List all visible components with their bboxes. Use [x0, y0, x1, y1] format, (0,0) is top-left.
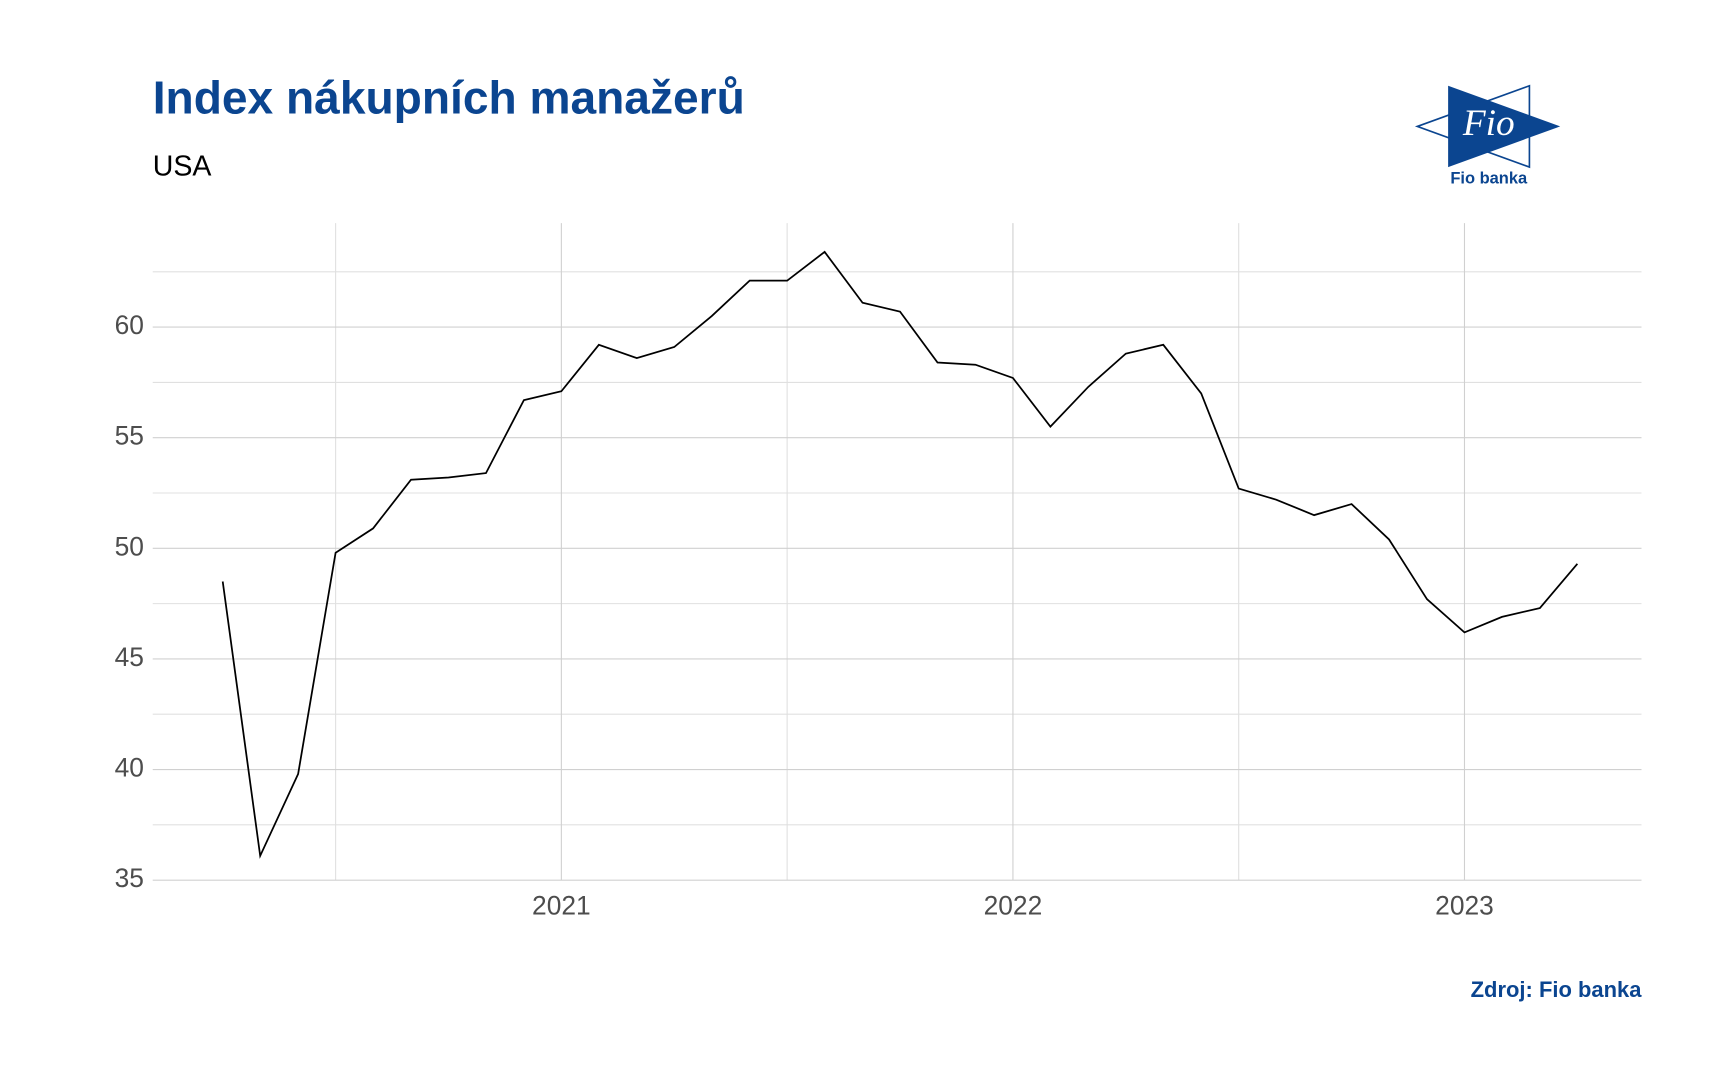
y-tick-label: 50 [115, 531, 144, 561]
y-tick-label: 45 [115, 642, 144, 672]
line [221, 250, 1579, 859]
chart-title: Index nákupních manažerů [153, 71, 745, 123]
logo-text: Fio [1462, 103, 1515, 144]
logo: Fio Fio banka [1414, 84, 1561, 188]
y-tick-label: 60 [115, 310, 144, 340]
y-tick-label: 35 [115, 863, 144, 893]
x-tick-label: 2021 [532, 891, 591, 921]
source: Zdroj: Fio banka [1471, 977, 1643, 1002]
x-tick-label: 2022 [984, 891, 1043, 921]
logo-shape [1448, 85, 1561, 168]
y-tick-label: 40 [115, 753, 144, 783]
x-tick-label: 2023 [1435, 891, 1494, 921]
y-tick-label: 55 [115, 421, 144, 451]
chart-subtitle: USA [153, 151, 212, 183]
logo-caption: Fio banka [1450, 170, 1528, 188]
